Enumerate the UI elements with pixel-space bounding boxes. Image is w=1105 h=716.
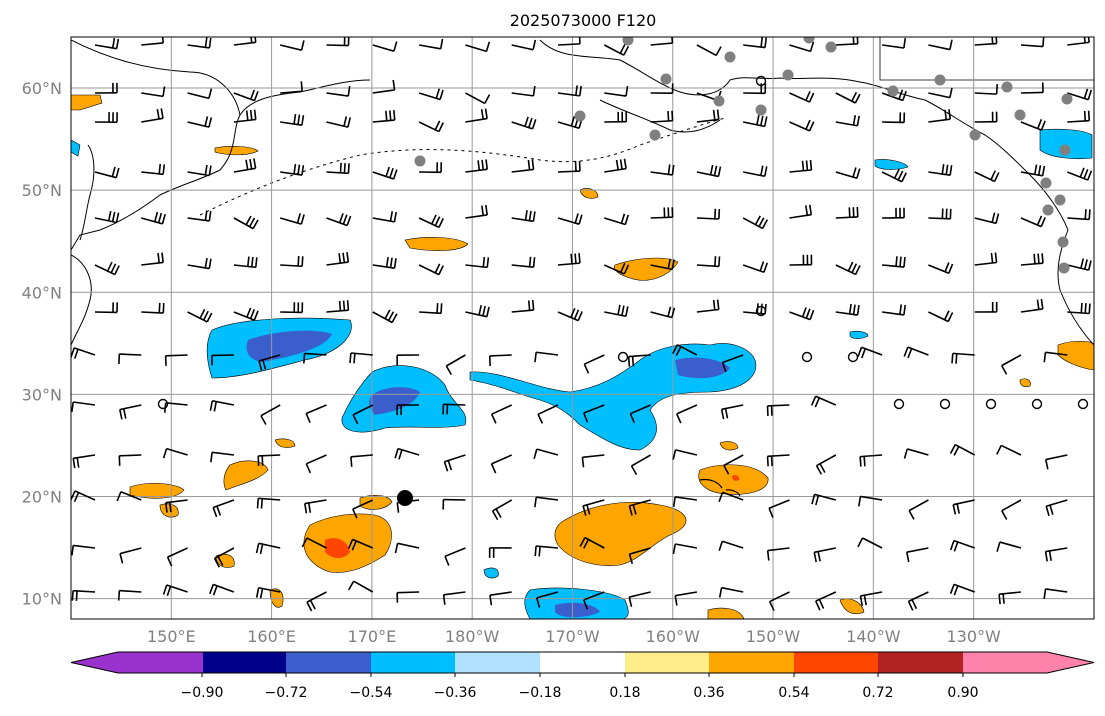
colorbar-tick-label: −0.36 [434, 685, 477, 701]
station-dot [725, 52, 736, 63]
colorbar-segment [625, 652, 709, 673]
colorbar-segment [963, 652, 1047, 673]
station-dot [1041, 178, 1052, 189]
station-dot [1059, 263, 1070, 274]
station-dot [1043, 205, 1054, 216]
station-dot [826, 42, 837, 53]
map-title: 2025073000 F120 [510, 11, 657, 30]
colorbar-tick-label: −0.54 [350, 685, 393, 701]
colorbar-segment [878, 652, 963, 673]
longitude-tick-label: 180°W [445, 627, 500, 646]
station-dot [623, 35, 634, 46]
station-dot [1062, 94, 1073, 105]
colorbar-tick-label: −0.90 [181, 685, 224, 701]
colorbar-tick-label: 0.90 [947, 685, 978, 701]
station-dot [1002, 82, 1013, 93]
station-dot [1060, 145, 1071, 156]
longitude-tick-label: 160°W [646, 627, 701, 646]
station-dot [804, 33, 815, 44]
colorbar-segment [455, 652, 540, 673]
station-dot [1058, 237, 1069, 248]
colorbar-tick-label: −0.18 [519, 685, 562, 701]
longitude-tick-label: 130°W [946, 627, 1001, 646]
latitude-labels: 60°N 50°N 40°N 30°N 20°N 10°N [22, 79, 62, 609]
station-dot [756, 105, 767, 116]
colorbar-segment [203, 652, 286, 673]
colorbar-tick-label: 0.18 [609, 685, 640, 701]
colorbar-segment [709, 652, 794, 673]
longitude-tick-label: 160°E [247, 627, 296, 646]
station-dot [1015, 110, 1026, 121]
station-dot [888, 86, 899, 97]
colorbar-extend-high [1047, 652, 1094, 673]
station-dot [714, 96, 725, 107]
colorbar-segment [118, 652, 203, 673]
longitude-tick-label: 140°W [846, 627, 901, 646]
station-dot [783, 70, 794, 81]
colorbar-segment [794, 652, 878, 673]
longitude-tick-label: 150°W [746, 627, 801, 646]
colorbar-tick-label: −0.72 [265, 685, 308, 701]
colorbar-tick-label: 0.54 [778, 685, 809, 701]
station-dot [970, 130, 981, 141]
station-dot [415, 156, 426, 167]
station-dot [935, 75, 946, 86]
station-dot [575, 111, 586, 122]
station-dot [661, 74, 672, 85]
colorbar-segment [540, 652, 625, 673]
colorbar-tick-label: 0.36 [693, 685, 724, 701]
colorbar-tick-label: 0.72 [862, 685, 893, 701]
colorbar-extend-low [71, 652, 118, 673]
longitude-tick-label: 170°E [348, 627, 397, 646]
latitude-tick-label: 10°N [22, 590, 62, 609]
station-dot [650, 130, 661, 141]
colorbar: −0.90 −0.72 −0.54 −0.36 −0.18 0.18 0.36 0.54 0.7… [71, 652, 1094, 701]
latitude-tick-label: 60°N [22, 79, 62, 98]
station-dot [1055, 195, 1066, 206]
colorbar-segment [371, 652, 455, 673]
longitude-tick-label: 170°W [545, 627, 600, 646]
colorbar-segment [286, 652, 371, 673]
latitude-tick-label: 20°N [22, 487, 62, 506]
black-dot-marker [397, 490, 413, 506]
longitude-labels: 150°E 160°E 170°E 180°W 170°W 160°W 150°W 140°W… [147, 627, 1001, 646]
longitude-tick-label: 150°E [147, 627, 196, 646]
latitude-tick-label: 40°N [22, 283, 62, 302]
latitude-tick-label: 30°N [22, 385, 62, 404]
latitude-tick-label: 50°N [22, 181, 62, 200]
